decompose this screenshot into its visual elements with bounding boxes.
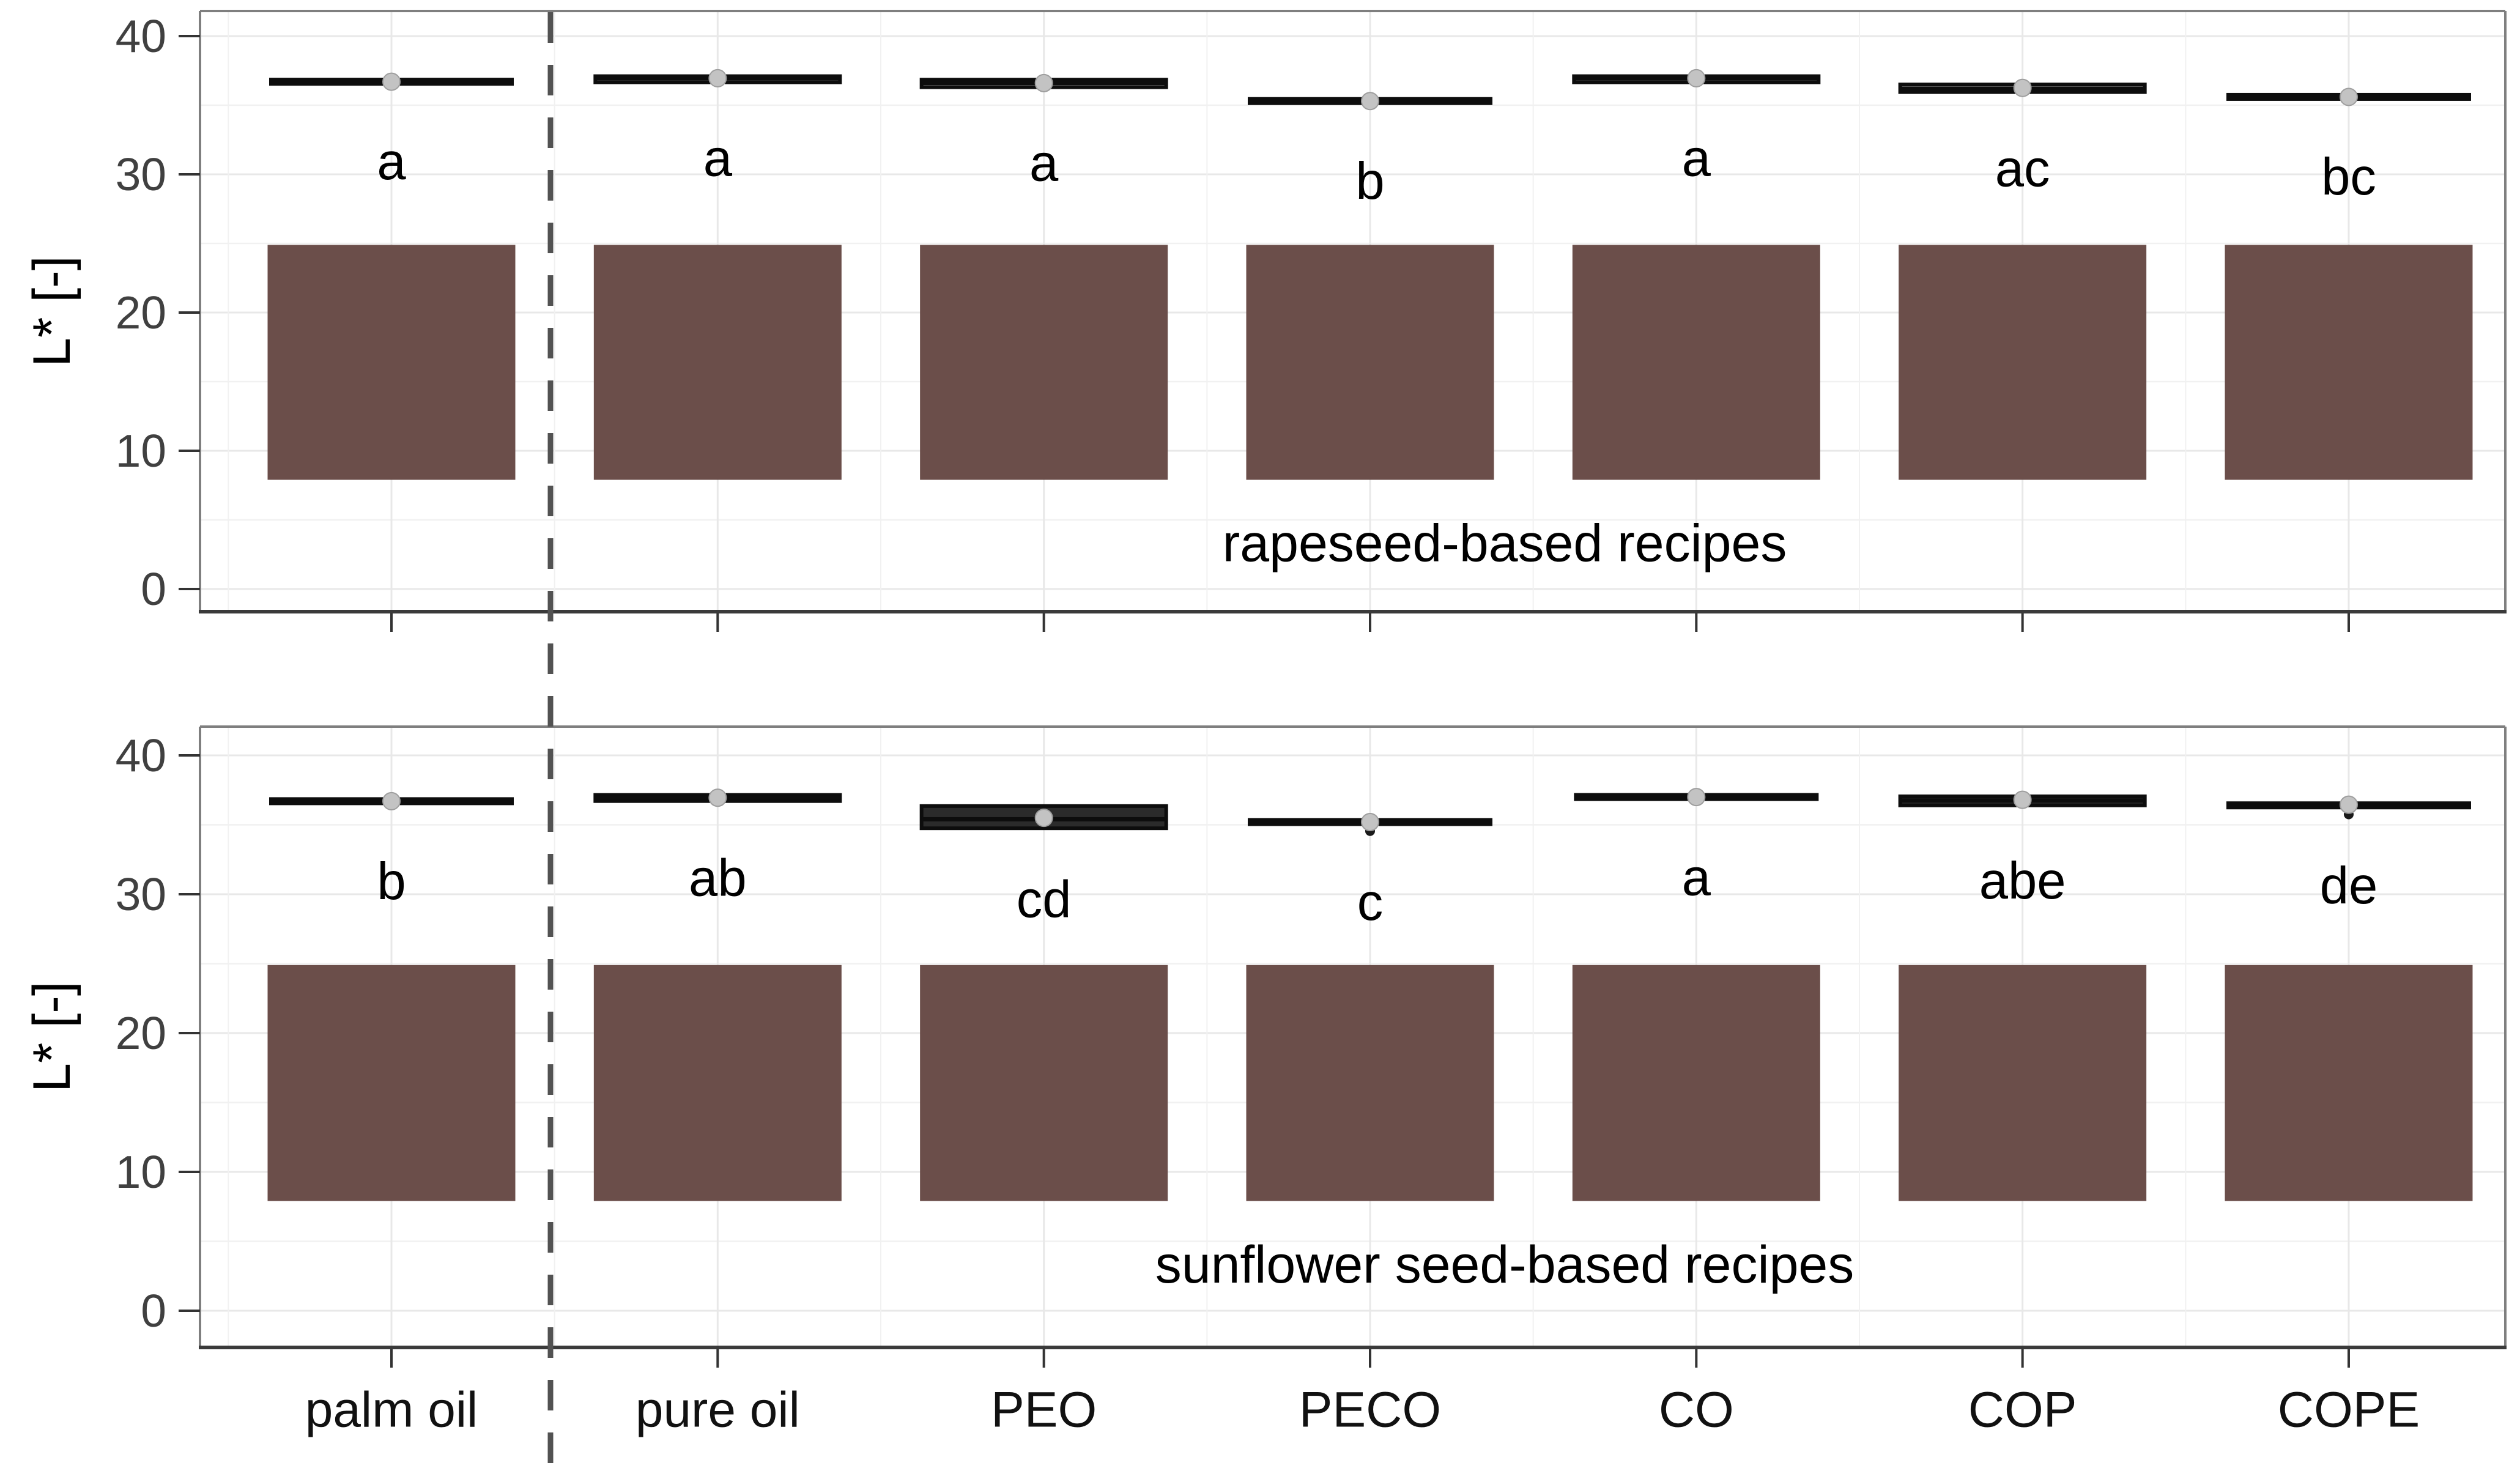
significance-letter-PEO: a <box>1029 134 1059 192</box>
y-tick-label: 30 <box>116 149 166 200</box>
color-swatch-COP <box>1899 965 2147 1201</box>
color-swatch-PECO <box>1246 965 1494 1201</box>
x-category-label-palm-oil: palm oil <box>305 1382 478 1438</box>
y-tick-label: 40 <box>116 10 166 62</box>
significance-letter-PEO: cd <box>1017 871 1072 929</box>
x-category-label-COP: COP <box>1968 1382 2077 1438</box>
color-swatch-palm-oil <box>267 965 516 1201</box>
mean-dot <box>708 69 727 87</box>
y-axis-title: L* [-] <box>23 256 81 367</box>
x-category-label-CO: CO <box>1659 1382 1734 1438</box>
y-axis-title: L* [-] <box>23 981 81 1092</box>
significance-letter-palm-oil: b <box>377 853 406 911</box>
mean-dot <box>2339 87 2358 106</box>
x-category-label-PECO: PECO <box>1299 1382 1441 1438</box>
mean-dot <box>382 791 401 810</box>
mean-dot <box>708 788 727 807</box>
y-tick-label: 0 <box>141 1285 166 1336</box>
panel-annotation: sunflower seed-based recipes <box>1155 1236 1855 1294</box>
significance-letter-pure-oil: a <box>703 130 733 188</box>
color-swatch-palm-oil <box>267 245 516 480</box>
x-category-label-PEO: PEO <box>991 1382 1097 1438</box>
x-category-label-pure-oil: pure oil <box>636 1382 800 1438</box>
significance-letter-palm-oil: a <box>377 133 406 191</box>
color-swatch-pure-oil <box>593 965 842 1201</box>
y-tick-label: 0 <box>141 563 166 615</box>
panel-annotation: rapeseed-based recipes <box>1223 514 1787 572</box>
mean-dot <box>1034 73 1053 92</box>
color-swatch-COPE <box>2225 965 2473 1201</box>
color-swatch-PECO <box>1246 245 1494 480</box>
mean-dot <box>1360 92 1379 111</box>
mean-dot <box>1687 69 1706 87</box>
significance-letter-CO: a <box>1682 848 1711 906</box>
mean-dot <box>2339 795 2358 814</box>
significance-letter-PECO: b <box>1355 152 1384 210</box>
significance-letter-PECO: c <box>1357 873 1384 932</box>
y-tick-label: 20 <box>116 287 166 338</box>
significance-letter-COPE: de <box>2320 857 2378 915</box>
mean-dot <box>1360 812 1379 831</box>
significance-letter-COP: abe <box>1979 852 2066 910</box>
significance-letter-CO: a <box>1682 130 1711 188</box>
color-swatch-COP <box>1899 245 2147 480</box>
y-tick-label: 10 <box>116 425 166 476</box>
significance-letter-COPE: bc <box>2321 148 2376 206</box>
mean-dot <box>382 72 401 91</box>
y-tick-label: 40 <box>116 730 166 781</box>
color-swatch-PEO <box>920 965 1168 1201</box>
panel-top: a a a b a ac bc rapeseed-based recipes 0 10 20 30 40… <box>23 10 2507 632</box>
mean-dot <box>1034 809 1053 828</box>
mean-dot <box>2013 78 2032 97</box>
color-swatch-CO <box>1572 965 1820 1201</box>
y-tick-label: 20 <box>116 1007 166 1059</box>
significance-letter-pure-oil: ab <box>689 849 747 907</box>
color-swatch-COPE <box>2225 245 2473 480</box>
color-swatch-pure-oil <box>593 245 842 480</box>
mean-dot <box>2013 790 2032 809</box>
significance-letter-COP: ac <box>1995 139 2050 198</box>
color-swatch-CO <box>1572 245 1820 480</box>
x-category-label-COPE: COPE <box>2278 1382 2420 1438</box>
panel-bottom: b ab cd c a abe de sunflower seed-based recipes… <box>23 725 2507 1368</box>
mean-dot <box>1687 788 1706 807</box>
color-swatch-PEO <box>920 245 1168 480</box>
y-tick-label: 10 <box>116 1146 166 1198</box>
y-tick-label: 30 <box>116 869 166 920</box>
